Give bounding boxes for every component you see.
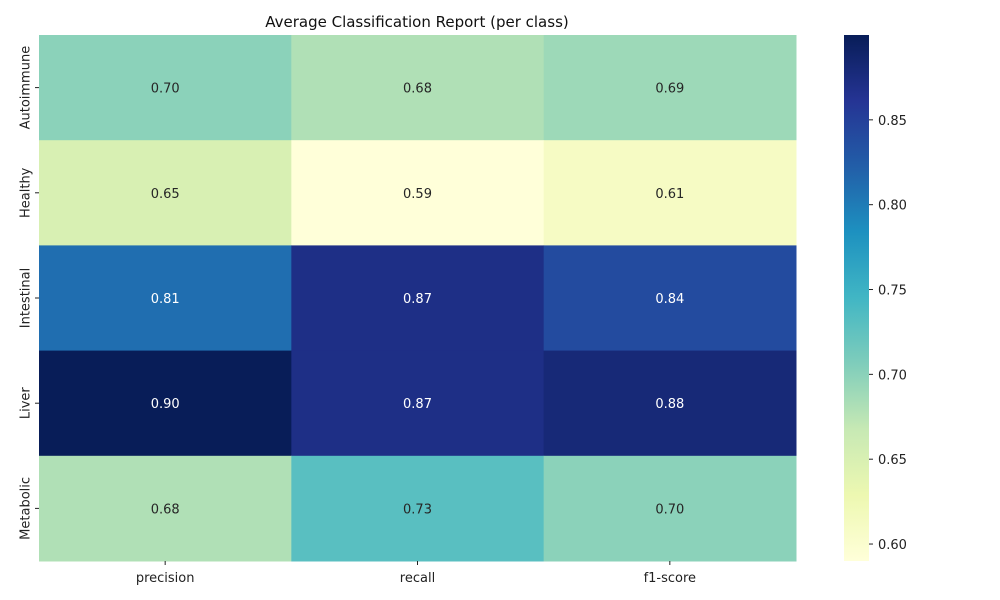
- heatmap-cell: [543, 140, 797, 246]
- cell-value-label: 0.87: [403, 397, 432, 412]
- heatmap-cell: [39, 35, 292, 141]
- colorbar-tick-label: 0.75: [878, 284, 907, 299]
- cell-value-label: 0.69: [655, 82, 684, 97]
- row-tick-labels: Autoimmune Healthy Intestinal Liver Metaboli…: [19, 46, 39, 540]
- heatmap-cell: [291, 140, 545, 246]
- heatmap-cell: [291, 35, 545, 141]
- cell-value-label: 0.68: [151, 502, 180, 517]
- column-tick-label: f1-score: [644, 571, 696, 586]
- row-tick-label: Intestinal: [19, 268, 34, 328]
- cell-value-label: 0.81: [151, 292, 180, 307]
- heatmap-cell: [543, 35, 797, 141]
- heatmap-cell: [39, 140, 292, 246]
- heatmap-cell: [543, 455, 797, 562]
- heatmap-cell: [39, 245, 292, 352]
- chart-title: Average Classification Report (per class…: [265, 13, 569, 31]
- cell-value-label: 0.68: [403, 82, 432, 97]
- colorbar-tick-label: 0.60: [878, 538, 907, 553]
- heatmap-cell: [39, 350, 292, 457]
- cell-value-label: 0.65: [151, 187, 180, 202]
- cell-value-label: 0.87: [403, 292, 432, 307]
- colorbar-ticks: 0.60 0.65 0.70 0.75 0.80 0.85: [869, 114, 907, 553]
- column-tick-label: recall: [400, 571, 435, 586]
- heatmap-cell: [543, 350, 797, 457]
- row-tick-label: Autoimmune: [19, 46, 34, 130]
- cell-value-label: 0.70: [151, 82, 180, 97]
- cell-value-label: 0.73: [403, 502, 432, 517]
- cell-value-label: 0.88: [655, 397, 684, 412]
- heatmap-cell: [543, 245, 797, 352]
- heatmap-cell: [39, 455, 292, 562]
- colorbar: [844, 35, 869, 561]
- colorbar-tick-label: 0.65: [878, 453, 907, 468]
- colorbar-tick-label: 0.85: [878, 114, 907, 129]
- row-tick-label: Metabolic: [19, 477, 34, 540]
- column-tick-labels: precision recall f1-score: [136, 561, 696, 586]
- cell-value-label: 0.61: [655, 187, 684, 202]
- column-tick-label: precision: [136, 571, 195, 586]
- row-tick-label: Liver: [19, 387, 34, 420]
- heatmap-cell: [291, 455, 545, 562]
- heatmap-cell: [291, 350, 545, 457]
- cell-value-label: 0.59: [403, 187, 432, 202]
- colorbar-tick-label: 0.70: [878, 368, 907, 383]
- heatmap-cell: [291, 245, 545, 352]
- cell-value-label: 0.70: [655, 502, 684, 517]
- heatmap-cells: 0.70 0.68 0.69 0.65 0.59 0.61 0.81 0.87 0.84 0.90…: [39, 35, 797, 562]
- colorbar-tick-label: 0.80: [878, 199, 907, 214]
- row-tick-label: Healthy: [19, 167, 34, 218]
- cell-value-label: 0.90: [151, 397, 180, 412]
- cell-value-label: 0.84: [655, 292, 684, 307]
